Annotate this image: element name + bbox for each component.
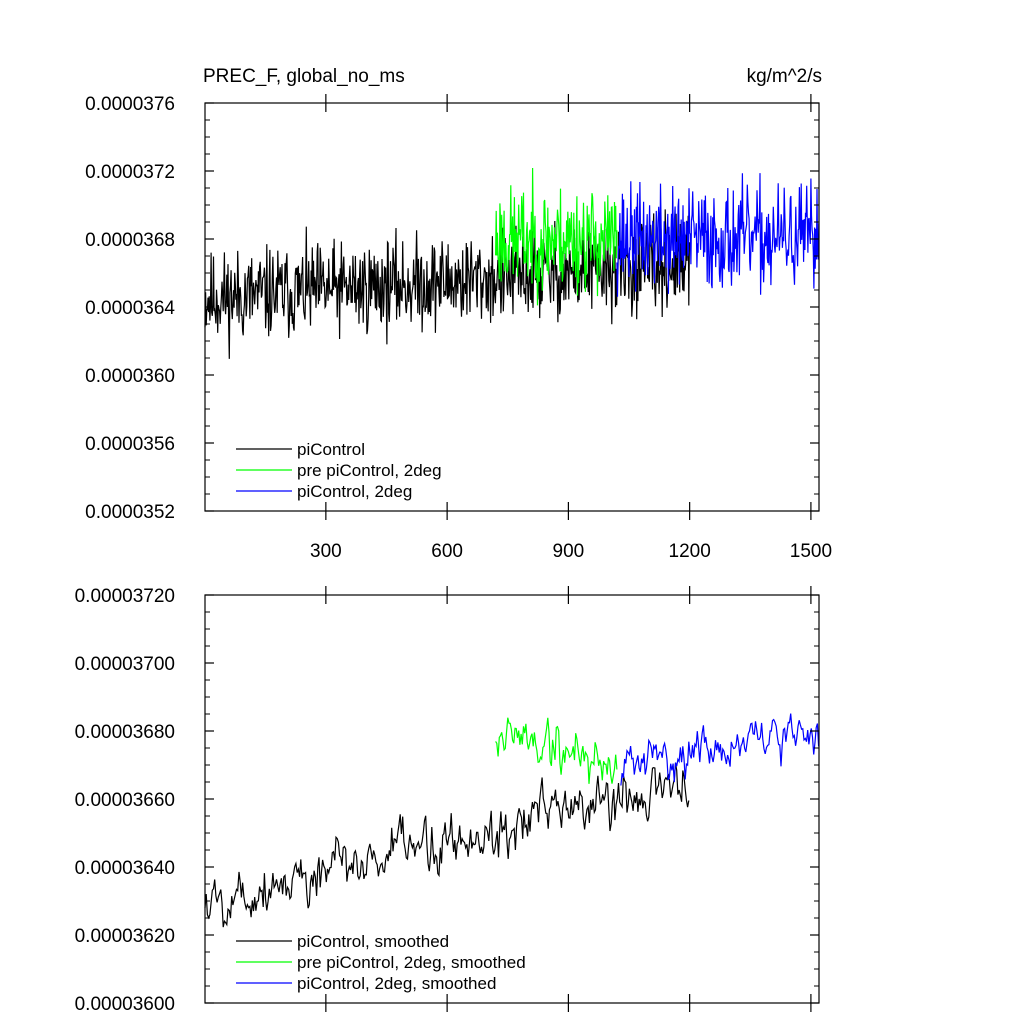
- legend-label-0: piControl, smoothed: [297, 932, 449, 951]
- y-tick-label: 0.0000364: [85, 298, 175, 319]
- top-series-group: [204, 167, 820, 359]
- bottom-legend: piControl, smoothed pre piControl, 2deg, …: [236, 932, 526, 993]
- bottom-axes: 0.00003600 0.00003620 0.00003640 0.00003660…: [75, 586, 820, 1015]
- series-line-1: [495, 167, 618, 306]
- y-tick-label: 0.00003720: [75, 586, 175, 607]
- y-tick-label: 0.00003600: [75, 994, 175, 1015]
- series-line-0: [204, 209, 690, 359]
- bottom-series-group: [204, 713, 820, 928]
- legend-label-2: piControl, 2deg: [297, 482, 412, 501]
- y-tick-label: 0.00003620: [75, 926, 175, 947]
- series-line-0: [204, 763, 690, 928]
- top-axes: 0.0000352 0.0000356 0.0000360 0.0000364 0.00…: [85, 94, 832, 562]
- series-line-2: [616, 173, 820, 297]
- y-tick-label: 0.0000372: [85, 162, 175, 183]
- x-tick-label: 900: [553, 541, 585, 562]
- bottom-panel: 0.00003600 0.00003620 0.00003640 0.00003660…: [75, 586, 820, 1015]
- legend-label-2: piControl, 2deg, smoothed: [297, 974, 496, 993]
- legend-label-1: pre piControl, 2deg: [297, 461, 442, 480]
- y-tick-label: 0.0000352: [85, 502, 175, 523]
- x-tick-label: 600: [431, 541, 463, 562]
- legend-label-0: piControl: [297, 440, 365, 459]
- series-line-2: [620, 713, 820, 786]
- top-panel: PREC_F, global_no_ms kg/m^2/s 0.00003520…: [85, 66, 832, 562]
- x-tick-label: 1500: [790, 541, 832, 562]
- y-tick-label: 0.00003680: [75, 722, 175, 743]
- series-line-1: [495, 717, 618, 784]
- top-legend: piControl pre piControl, 2deg piControl, 2…: [236, 440, 442, 501]
- y-tick-label: 0.00003640: [75, 858, 175, 879]
- y-tick-label: 0.0000368: [85, 230, 175, 251]
- y-tick-label: 0.0000376: [85, 94, 175, 115]
- units-label: kg/m^2/s: [747, 66, 822, 87]
- chart-title: PREC_F, global_no_ms: [203, 66, 405, 87]
- y-tick-label: 0.0000356: [85, 434, 175, 455]
- x-tick-label: 1200: [669, 541, 711, 562]
- y-tick-label: 0.00003700: [75, 654, 175, 675]
- legend-label-1: pre piControl, 2deg, smoothed: [297, 953, 526, 972]
- x-tick-label: 300: [310, 541, 342, 562]
- y-tick-label: 0.0000360: [85, 366, 175, 387]
- y-tick-label: 0.00003660: [75, 790, 175, 811]
